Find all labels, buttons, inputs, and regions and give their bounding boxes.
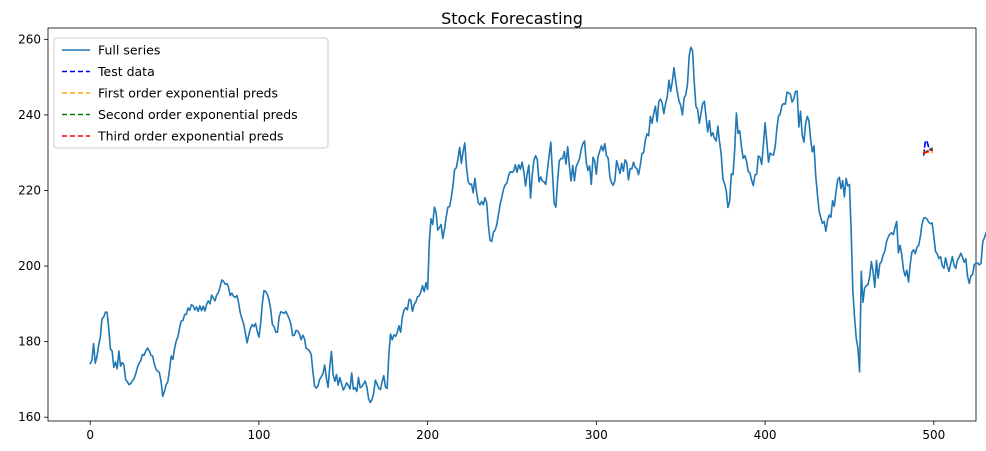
y-tick-label: 200 — [18, 259, 41, 273]
y-tick-label: 260 — [18, 32, 41, 46]
legend: Full series Test data First order exponent… — [53, 37, 329, 149]
x-axis: 0 100 200 300 400 500 — [86, 421, 945, 442]
x-tick-label: 300 — [585, 428, 608, 442]
y-tick-label: 160 — [18, 410, 41, 424]
legend-label: First order exponential preds — [98, 86, 278, 101]
y-tick-label: 220 — [18, 183, 41, 197]
y-tick-label: 240 — [18, 108, 41, 122]
chart-title: Stock Forecasting — [441, 9, 583, 28]
legend-label: Full series — [98, 43, 160, 58]
x-tick-label: 400 — [754, 428, 777, 442]
series-line-third-order-exponential-preds — [922, 148, 933, 155]
x-tick-label: 100 — [247, 428, 270, 442]
legend-label: Test data — [97, 64, 155, 79]
y-tick-label: 180 — [18, 335, 41, 349]
x-tick-label: 500 — [922, 428, 945, 442]
legend-label: Second order exponential preds — [98, 107, 298, 122]
x-tick-label: 200 — [416, 428, 439, 442]
plot-area — [89, 46, 986, 404]
legend-box — [53, 37, 329, 149]
y-axis: 160 180 200 220 240 260 — [18, 32, 48, 424]
series-line-full-series — [89, 46, 986, 404]
x-tick-label: 0 — [86, 428, 94, 442]
legend-label: Third order exponential preds — [97, 129, 284, 144]
